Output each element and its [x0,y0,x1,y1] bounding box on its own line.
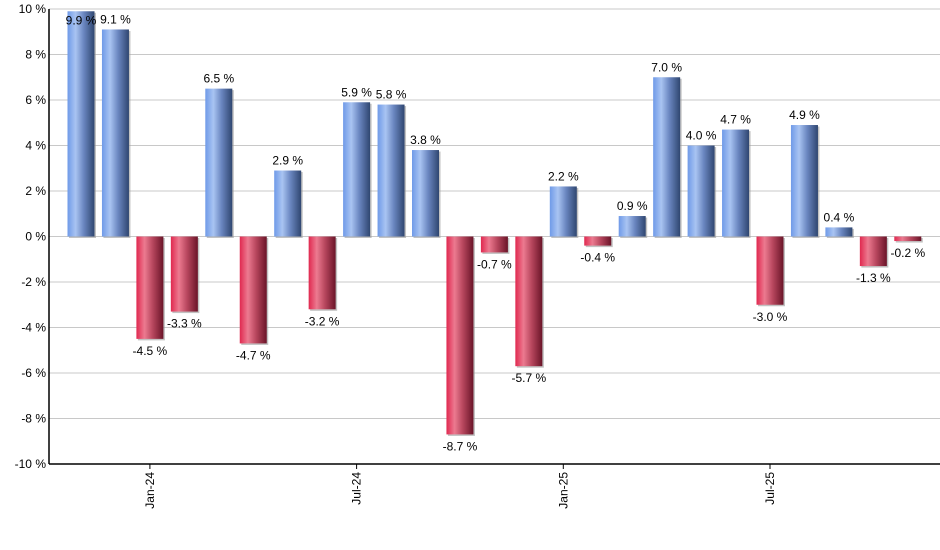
y-tick-label: -6 % [21,366,46,380]
bar-value-label: 5.9 % [341,85,372,99]
y-tick-label: 8 % [25,48,46,62]
bar-value-label: -4.7 % [236,348,271,362]
bar-value-label: 0.9 % [617,199,648,213]
x-tick-label: Jan-25 [556,472,570,509]
y-tick-label: 2 % [25,184,46,198]
bar-value-label: 4.0 % [686,129,717,143]
bar-value-label: 7.0 % [651,60,682,74]
bar [722,129,750,237]
bar-value-label: 9.1 % [100,12,131,26]
bar [549,186,577,237]
bar-value-label: 2.9 % [272,154,303,168]
y-tick-label: -4 % [21,321,46,335]
bar [825,227,853,237]
bar-value-label: -5.7 % [512,371,547,385]
bar-value-label: 3.8 % [410,133,441,147]
x-tick-label: Jan-24 [143,472,157,509]
bar [584,236,612,246]
bar [859,236,887,267]
y-tick-label: -2 % [21,275,46,289]
y-tick-label: -10 % [15,457,47,471]
x-axis-ticks: Jan-24 Jul-24 Jan-25 Jul-25 [143,464,777,509]
bar-value-label: 2.2 % [548,169,579,183]
data-labels: 9.9 % 9.1 % -4.5 % -3.3 % 6.5 % -4.7 % 2.9 % -3… [66,12,926,453]
bar-value-label: 4.9 % [789,108,820,122]
y-tick-label: 10 % [19,2,47,16]
y-tick-label: -8 % [21,412,46,426]
bar [412,150,439,237]
bar-value-label: 9.9 % [66,13,97,27]
bar [308,236,336,310]
bar [480,236,508,253]
bar [101,29,129,237]
bar [67,11,95,237]
bar [343,102,371,237]
bar-value-label: 6.5 % [203,72,234,86]
bar [377,104,405,237]
y-tick-label: 6 % [25,93,46,107]
bar [894,236,922,242]
bar [687,145,715,237]
bar-value-label: -3.0 % [753,310,788,324]
bar [446,236,474,435]
bar [515,236,543,367]
y-tick-label: 4 % [25,139,46,153]
bar-value-label: -4.5 % [133,344,168,358]
bar [205,88,233,237]
bar [756,236,784,305]
bar-value-label: -0.7 % [477,257,512,271]
bar-value-label: 5.8 % [376,88,407,102]
bar [790,125,818,237]
bars [67,11,923,436]
y-axis-ticks: 10 % 8 % 6 % 4 % 2 % 0 % -2 % -4 % -6 % -8 % -10 % [15,2,47,471]
x-tick-label: Jul-24 [350,472,364,505]
bar-value-label: 4.7 % [720,113,751,127]
bar [653,77,681,237]
bar-value-label: -8.7 % [443,439,478,453]
x-tick-label: Jul-25 [763,472,777,505]
bar [239,236,267,344]
bar-value-label: 0.4 % [824,210,855,224]
bar-value-label: -3.3 % [167,317,202,331]
bar [136,236,164,339]
bar [170,236,198,312]
bar-value-label: -1.3 % [856,271,891,285]
bar-value-label: -3.2 % [305,314,340,328]
bar [274,170,302,237]
bar-value-label: -0.4 % [580,251,615,265]
y-tick-label: 0 % [25,230,46,244]
bar-value-label: -0.2 % [890,246,925,260]
bar [618,216,646,237]
